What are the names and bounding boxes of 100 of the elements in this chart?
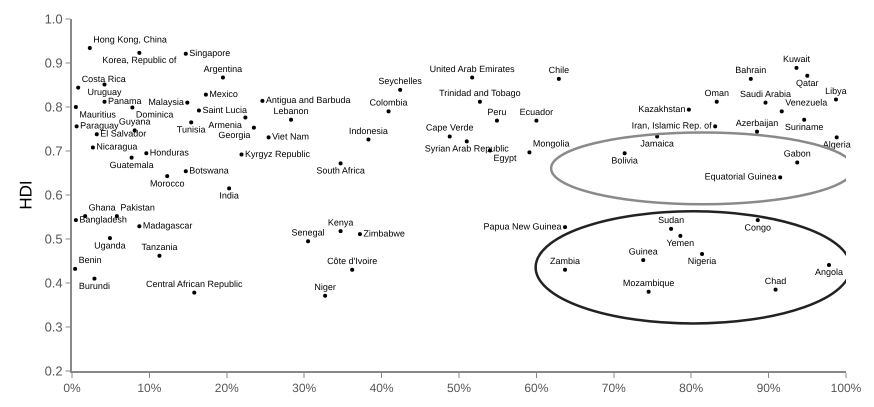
point (94, 132, 99, 136)
point (669, 226, 674, 231)
point (470, 76, 474, 80)
series-label: Hong Kong, China (93, 34, 167, 44)
point (306, 239, 310, 244)
series-label: Burundi (78, 280, 110, 291)
series-label: Venezuela (785, 98, 828, 108)
point (144, 151, 148, 156)
point (834, 135, 839, 140)
point (748, 76, 753, 81)
point (641, 258, 646, 262)
point (494, 118, 499, 123)
point (73, 266, 78, 271)
series-label: Yemen (666, 238, 694, 248)
point (713, 124, 718, 128)
y-tick-label: 0.9 (44, 56, 63, 71)
series-label: Iran, Islamic Rep. of (632, 120, 712, 131)
y-tick-label: 0.3 (44, 320, 63, 335)
point (686, 108, 691, 112)
point (802, 118, 806, 122)
series-label: Guinea (628, 246, 658, 256)
series-label: Mongolia (532, 138, 570, 149)
point (556, 76, 561, 81)
series-label: Central African Republic (146, 278, 244, 289)
point (243, 116, 248, 120)
point (622, 151, 627, 156)
series-label: Angola (814, 267, 843, 278)
y-tick-label: 0.5 (44, 232, 63, 247)
point (563, 268, 568, 272)
point (74, 105, 78, 109)
x-tick-label: 50% (446, 381, 472, 396)
series-label: Tunisia (176, 124, 206, 135)
point (88, 46, 92, 50)
point (527, 150, 532, 154)
series-label: Trinidad and Tobago (439, 88, 521, 98)
point (774, 288, 778, 292)
series-label: Guatemala (110, 160, 154, 170)
point (74, 218, 78, 222)
series-label: Kyrgyz Republic (245, 148, 311, 159)
series-label: Libya (825, 86, 847, 96)
series-label: Congo (744, 222, 772, 232)
series-label: Kenya (328, 217, 354, 228)
series-label: Indonesia (348, 126, 388, 136)
series-label: Seychelles (378, 76, 422, 86)
series-label: Cape Verde (426, 122, 474, 133)
point (266, 135, 271, 140)
point (90, 145, 95, 150)
series-label: Armenia (208, 120, 242, 130)
point (358, 232, 362, 236)
x-tick-label: 0% (63, 381, 81, 396)
y-tick-label: 0.2 (44, 364, 63, 379)
point (448, 134, 452, 138)
series-label: Pakistan (120, 202, 155, 212)
series-label: Nigeria (688, 256, 716, 266)
y-tick-label: 0.8 (44, 100, 63, 115)
series-label: Côte d'Ivoire (327, 256, 378, 266)
point (323, 294, 328, 298)
series-label: Chile (548, 65, 570, 76)
point (794, 66, 798, 70)
x-tick-label: 80% (679, 381, 704, 396)
point (130, 105, 134, 110)
point (366, 138, 370, 142)
point (700, 252, 704, 256)
series-label: Zambia (550, 256, 580, 266)
series-label: Oman (704, 88, 729, 98)
series-label: Suriname (784, 122, 824, 132)
series-label: Kazakhstan (638, 104, 686, 114)
series-label: Mexico (209, 88, 238, 99)
x-tick-label: 20% (214, 381, 240, 396)
point (76, 86, 80, 90)
point (130, 156, 134, 160)
point (102, 100, 107, 104)
point (227, 186, 232, 190)
point (678, 234, 682, 238)
series-label: Malaysia (148, 96, 184, 107)
series-label: Tanzania (141, 242, 178, 252)
series-label: Uganda (94, 240, 126, 250)
series-label: Paraguay (80, 120, 120, 131)
point (764, 100, 768, 105)
point (780, 109, 784, 114)
series-label: Azerbaijan (736, 118, 778, 128)
series-label: United Arab Emirates (430, 64, 516, 74)
point (137, 224, 142, 228)
series-label: Peru (487, 106, 506, 117)
series-label: Lebanon (274, 106, 309, 116)
series-label: Niger (314, 282, 336, 292)
series-label: Honduras (150, 147, 190, 158)
series-label: Bolivia (611, 155, 638, 166)
series-label: India (219, 190, 239, 201)
x-tick-label: 30% (292, 381, 317, 396)
series-label: Qatar (796, 78, 819, 88)
y-tick-label: 0.4 (44, 276, 63, 291)
point (240, 152, 244, 157)
series-label: Bahrain (735, 65, 766, 76)
point (184, 169, 188, 174)
point (252, 126, 256, 130)
series-label: Kuwait (782, 54, 810, 64)
series-label: Sudan (658, 215, 684, 226)
point (386, 109, 391, 114)
point (74, 124, 79, 128)
